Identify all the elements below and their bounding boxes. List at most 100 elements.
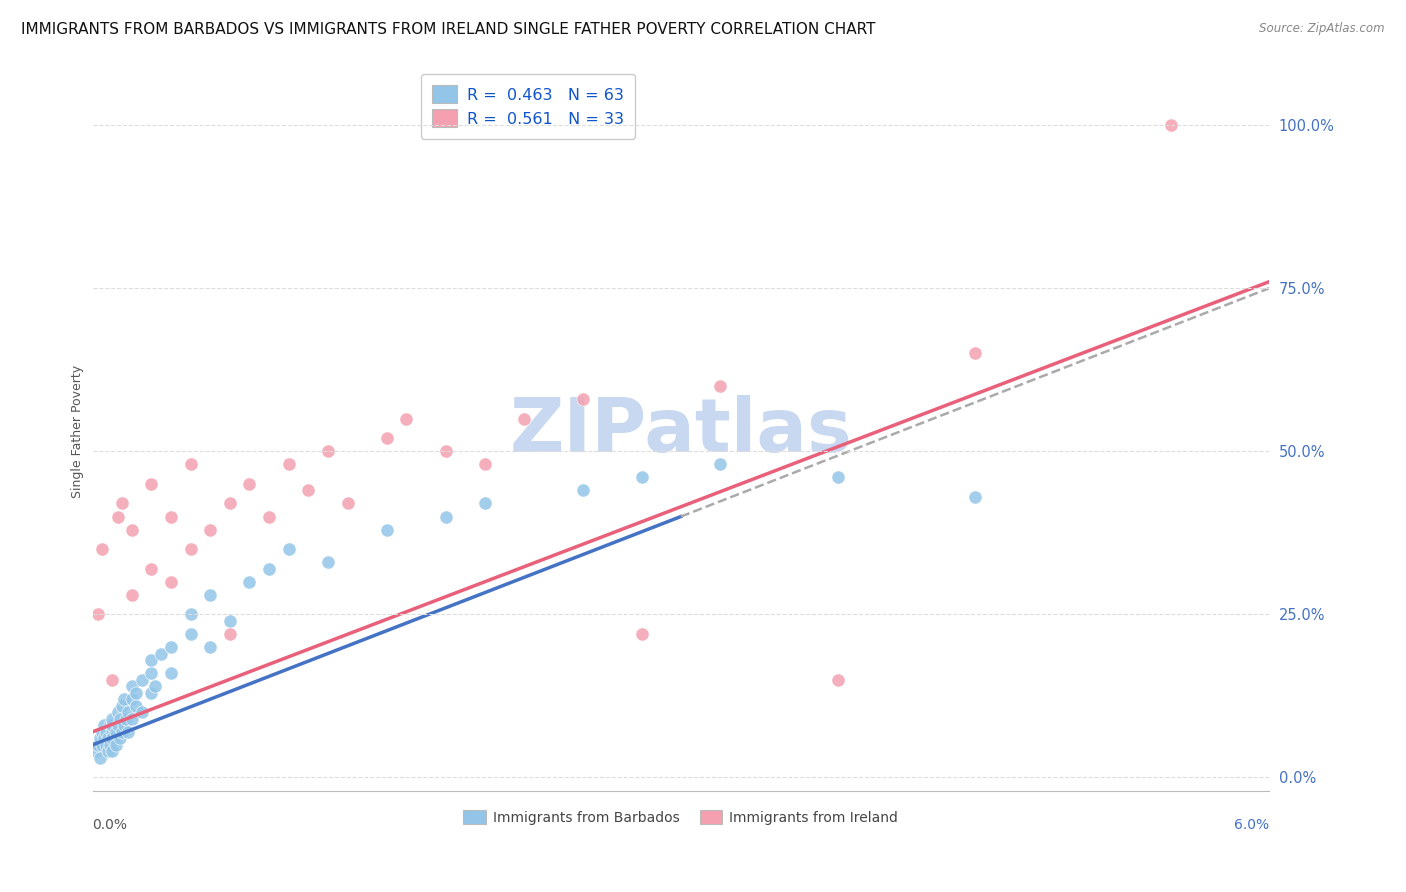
Point: [91, 724, 114, 739]
Point: [200, 588, 222, 602]
Point: [513, 411, 536, 425]
Point: [108, 712, 131, 726]
Point: [277, 458, 299, 472]
Point: [96, 738, 118, 752]
Point: [107, 705, 129, 719]
Point: [101, 718, 124, 732]
Point: [93, 718, 115, 732]
Point: [630, 627, 652, 641]
Point: [107, 509, 129, 524]
Point: [150, 647, 173, 661]
Point: [96, 724, 118, 739]
Point: [160, 509, 183, 524]
Point: [316, 555, 339, 569]
Point: [101, 673, 124, 687]
Point: [160, 640, 183, 654]
Point: [827, 673, 849, 687]
Point: [107, 718, 129, 732]
Point: [87, 607, 110, 622]
Point: [111, 496, 134, 510]
Point: [257, 509, 280, 524]
Point: [277, 542, 299, 557]
Point: [89, 751, 111, 765]
Point: [375, 523, 398, 537]
Point: [630, 470, 652, 484]
Text: Source: ZipAtlas.com: Source: ZipAtlas.com: [1260, 22, 1385, 36]
Point: [336, 496, 359, 510]
Point: [93, 731, 115, 746]
Point: [117, 705, 139, 719]
Text: IMMIGRANTS FROM BARBADOS VS IMMIGRANTS FROM IRELAND SINGLE FATHER POVERTY CORREL: IMMIGRANTS FROM BARBADOS VS IMMIGRANTS F…: [21, 22, 876, 37]
Point: [98, 718, 121, 732]
Point: [141, 562, 163, 576]
Text: ZIPatlas: ZIPatlas: [509, 395, 852, 468]
Point: [827, 470, 849, 484]
Point: [89, 731, 111, 746]
Point: [160, 574, 183, 589]
Point: [117, 724, 139, 739]
Point: [316, 444, 339, 458]
Point: [112, 692, 135, 706]
Point: [218, 627, 240, 641]
Point: [97, 744, 120, 758]
Point: [160, 666, 183, 681]
Point: [111, 724, 134, 739]
Point: [963, 346, 986, 360]
Point: [101, 731, 124, 746]
Point: [180, 458, 202, 472]
Point: [434, 444, 457, 458]
Point: [121, 712, 143, 726]
Point: [218, 496, 240, 510]
Point: [86, 744, 108, 758]
Point: [97, 731, 120, 746]
Point: [297, 483, 319, 498]
Point: [101, 724, 124, 739]
Text: 6.0%: 6.0%: [1234, 818, 1270, 832]
Legend: Immigrants from Barbados, Immigrants from Ireland: Immigrants from Barbados, Immigrants fro…: [458, 805, 904, 830]
Point: [218, 614, 240, 628]
Point: [180, 607, 202, 622]
Point: [121, 692, 143, 706]
Point: [87, 738, 110, 752]
Point: [111, 698, 134, 713]
Point: [238, 477, 260, 491]
Point: [474, 458, 496, 472]
Point: [395, 411, 418, 425]
Point: [125, 686, 148, 700]
Y-axis label: Single Father Poverty: Single Father Poverty: [72, 365, 84, 499]
Point: [121, 588, 143, 602]
Point: [105, 724, 128, 739]
Point: [108, 731, 131, 746]
Point: [180, 627, 202, 641]
Point: [200, 640, 222, 654]
Point: [200, 523, 222, 537]
Point: [91, 738, 114, 752]
Point: [257, 562, 280, 576]
Point: [101, 712, 124, 726]
Point: [121, 523, 143, 537]
Point: [709, 379, 731, 393]
Point: [474, 496, 496, 510]
Point: [572, 392, 595, 406]
Point: [141, 666, 163, 681]
Point: [709, 458, 731, 472]
Point: [963, 490, 986, 504]
Point: [131, 673, 153, 687]
Point: [112, 718, 135, 732]
Point: [1160, 118, 1182, 132]
Point: [131, 705, 153, 719]
Point: [125, 698, 148, 713]
Point: [572, 483, 595, 498]
Point: [101, 744, 124, 758]
Point: [180, 542, 202, 557]
Text: 0.0%: 0.0%: [93, 818, 128, 832]
Point: [141, 477, 163, 491]
Point: [91, 542, 114, 557]
Point: [121, 679, 143, 693]
Point: [143, 679, 166, 693]
Point: [98, 738, 121, 752]
Point: [105, 738, 128, 752]
Point: [238, 574, 260, 589]
Point: [115, 712, 138, 726]
Point: [141, 653, 163, 667]
